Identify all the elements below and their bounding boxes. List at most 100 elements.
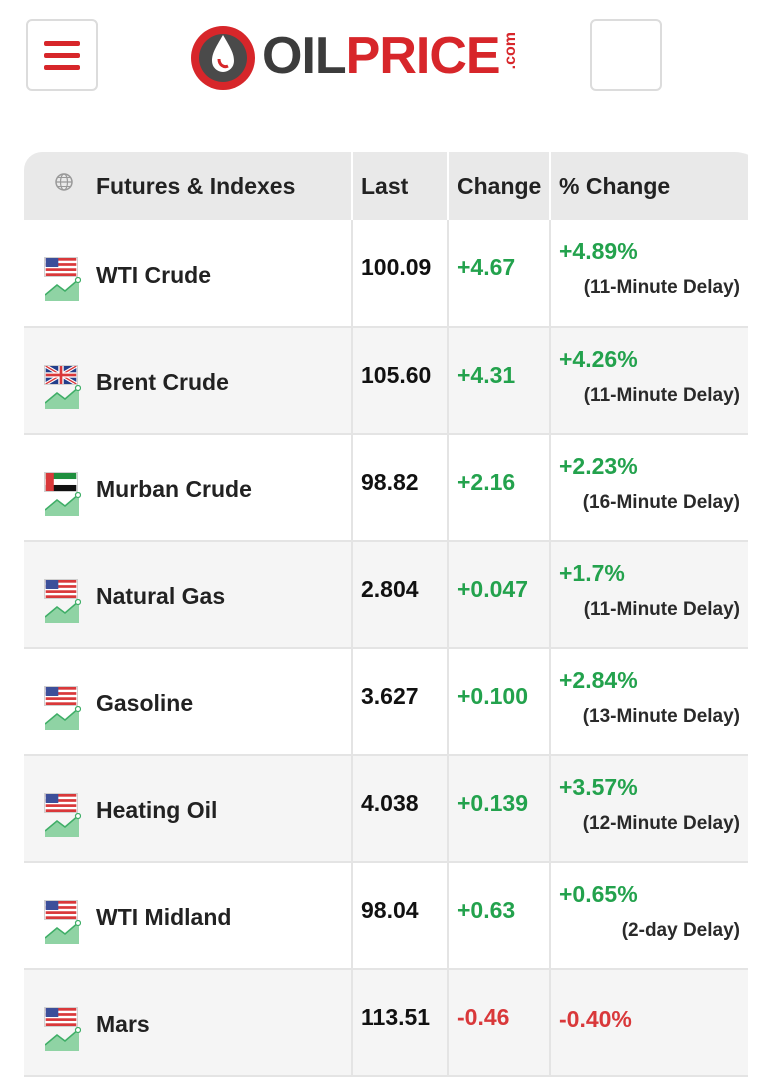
logo-price-text: PRICE: [345, 27, 501, 85]
price-change: +0.047: [448, 541, 551, 648]
delay-note: (2-day Delay): [621, 920, 740, 941]
percent-change: +2.84%: [559, 667, 638, 693]
price-change: +0.139: [448, 755, 551, 862]
commodity-name[interactable]: WTI Crude: [96, 261, 211, 288]
trend-chart-icon[interactable]: [45, 705, 81, 730]
table-row[interactable]: WTI Crude 100.09 +4.67 +4.89% (11-Minute Del…: [24, 220, 748, 327]
delay-note: (11-Minute Delay): [583, 599, 740, 620]
percent-change-cell: +1.7% (11-Minute Delay): [550, 541, 748, 648]
percent-change: -0.40%: [559, 1006, 632, 1032]
table-row[interactable]: Mars 113.51 -0.46 -0.40%: [24, 969, 748, 1076]
table-row[interactable]: Brent Crude 105.60 +4.31 +4.26% (11-Minute D…: [24, 327, 748, 434]
column-header-label: Change: [457, 172, 542, 199]
logo-com-text: .com: [501, 32, 519, 70]
percent-change: +0.65%: [559, 881, 638, 907]
commodity-name[interactable]: WTI Midland: [96, 904, 232, 930]
last-price: 3.627: [352, 648, 449, 755]
trend-chart-icon[interactable]: [45, 812, 81, 837]
us-flag-icon: [44, 685, 78, 706]
last-price: 4.038: [352, 755, 449, 862]
header-right-button[interactable]: [590, 19, 662, 91]
commodity-cell: WTI Midland: [24, 862, 353, 969]
percent-change: +4.26%: [559, 346, 638, 372]
flag-chart-block: [44, 364, 81, 409]
futures-table: Futures & Indexes Last Change % Change W…: [24, 152, 748, 1077]
commodity-name[interactable]: Murban Crude: [96, 476, 252, 502]
last-price: 100.09: [352, 220, 449, 327]
percent-change-cell: +0.65% (2-day Delay): [550, 862, 748, 969]
flag-chart-block: [44, 1006, 81, 1051]
oil-drop-logo-icon: [191, 26, 255, 90]
flag-chart-block: [44, 792, 81, 837]
column-header-label: Last: [361, 172, 409, 199]
us-flag-icon: [44, 1006, 78, 1027]
hamburger-icon-bar: [44, 64, 80, 70]
oilprice-logo[interactable]: OILPRICE .com: [188, 20, 520, 92]
percent-change-cell: +4.26% (11-Minute Delay): [550, 327, 748, 434]
commodity-cell: WTI Crude: [24, 220, 353, 327]
price-change: +4.67: [448, 220, 551, 327]
percent-change-cell: +4.89% (11-Minute Delay): [550, 220, 748, 327]
commodity-name[interactable]: Natural Gas: [96, 583, 226, 609]
column-header-label: % Change: [559, 172, 671, 199]
trend-chart-icon[interactable]: [45, 598, 81, 623]
table-row[interactable]: Gasoline 3.627 +0.100 +2.84% (13-Minute Dela…: [24, 648, 748, 755]
percent-change: +3.57%: [559, 774, 638, 800]
commodity-cell: Mars: [24, 969, 353, 1076]
commodity-cell: Heating Oil: [24, 755, 353, 862]
percent-change: +4.89%: [559, 238, 638, 264]
trend-chart-icon[interactable]: [45, 491, 81, 516]
globe-icon: [55, 173, 73, 191]
last-price: 98.04: [352, 862, 449, 969]
percent-change-cell: +2.84% (13-Minute Delay): [550, 648, 748, 755]
percent-change-cell: +2.23% (16-Minute Delay): [550, 434, 748, 541]
column-header-name[interactable]: Futures & Indexes: [24, 152, 353, 220]
commodity-name[interactable]: Gasoline: [96, 690, 194, 716]
last-price: 98.82: [352, 434, 449, 541]
trend-chart-icon[interactable]: [45, 919, 81, 944]
table-row[interactable]: Murban Crude 98.82 +2.16 +2.23% (16-Minute D…: [24, 434, 748, 541]
column-header-last[interactable]: Last: [352, 152, 449, 220]
us-flag-icon: [44, 578, 78, 599]
logo-oil-text: OIL: [262, 27, 347, 85]
commodity-cell: Brent Crude: [24, 327, 353, 434]
us-flag-icon: [44, 257, 78, 277]
flag-chart-block: [44, 257, 81, 301]
trend-chart-icon[interactable]: [45, 384, 81, 409]
last-price: 105.60: [352, 327, 449, 434]
percent-change: +2.23%: [559, 453, 638, 479]
flag-chart-block: [44, 578, 81, 623]
table-row[interactable]: Natural Gas 2.804 +0.047 +1.7% (11-Minute De…: [24, 541, 748, 648]
delay-note: (13-Minute Delay): [582, 706, 740, 727]
commodity-name[interactable]: Brent Crude: [96, 369, 229, 395]
price-change: +4.31: [448, 327, 551, 434]
percent-change-cell: -0.40%: [550, 969, 748, 1076]
trend-chart-icon[interactable]: [45, 1026, 81, 1051]
commodity-name[interactable]: Mars: [96, 1011, 150, 1037]
flag-chart-block: [44, 471, 81, 516]
trend-chart-icon[interactable]: [45, 277, 81, 301]
commodity-name[interactable]: Heating Oil: [96, 797, 218, 823]
us-flag-icon: [44, 899, 78, 920]
futures-table-container: Futures & Indexes Last Change % Change W…: [24, 152, 772, 1080]
hamburger-icon-bar: [44, 52, 80, 58]
table-header-row: Futures & Indexes Last Change % Change: [24, 152, 748, 220]
table-row[interactable]: Heating Oil 4.038 +0.139 +3.57% (12-Minute D…: [24, 755, 748, 862]
column-header-label: Futures & Indexes: [96, 172, 296, 199]
delay-note: (11-Minute Delay): [583, 277, 740, 298]
site-header: OILPRICE .com: [0, 0, 772, 112]
delay-note: (11-Minute Delay): [583, 385, 740, 406]
table-row[interactable]: WTI Midland 98.04 +0.63 +0.65% (2-day Delay): [24, 862, 748, 969]
flag-chart-block: [44, 899, 81, 944]
menu-button[interactable]: [26, 19, 98, 91]
delay-note: (12-Minute Delay): [582, 813, 740, 834]
last-price: 2.804: [352, 541, 449, 648]
hamburger-icon-bar: [44, 40, 80, 46]
column-header-change[interactable]: Change: [448, 152, 551, 220]
column-header-pct-change[interactable]: % Change: [550, 152, 748, 220]
price-change: +2.16: [448, 434, 551, 541]
us-flag-icon: [44, 792, 78, 813]
commodity-cell: Natural Gas: [24, 541, 353, 648]
commodity-cell: Gasoline: [24, 648, 353, 755]
percent-change-cell: +3.57% (12-Minute Delay): [550, 755, 748, 862]
